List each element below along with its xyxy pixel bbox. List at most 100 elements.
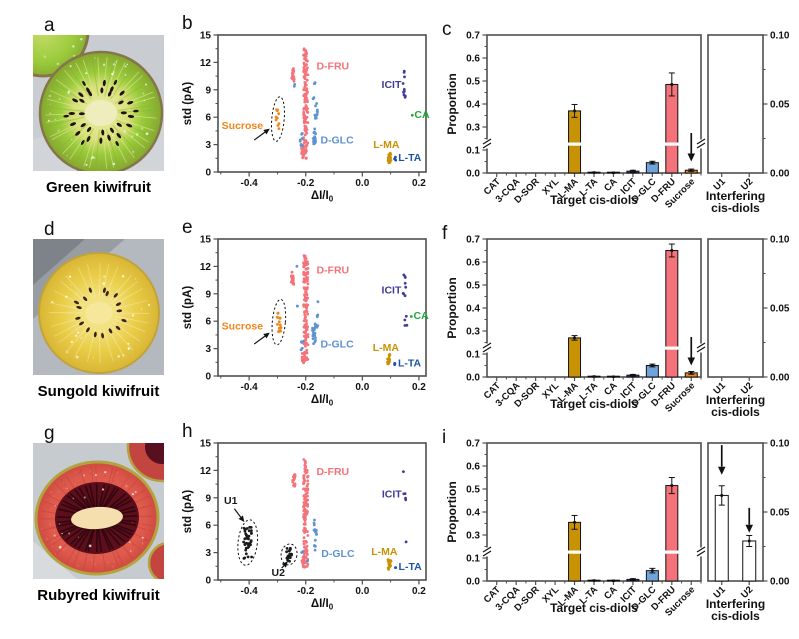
cluster-CA <box>409 315 413 318</box>
scatter-plot-area: -0.4 -0.2 0.0 0.2 0 3 6 9 12 15 ΔI/I0 std (pA) U1 U2 D… <box>182 439 427 612</box>
svg-text:0.2: 0.2 <box>412 586 426 597</box>
cluster-label: ICIT <box>382 285 402 297</box>
svg-text:9: 9 <box>205 289 211 300</box>
svg-text:Interfering: Interfering <box>706 393 765 407</box>
svg-text:12: 12 <box>200 58 212 69</box>
bar-D-FRU <box>665 485 679 582</box>
cluster-U2 <box>285 546 293 563</box>
figure-row-rubyred: g Rubyred kiwifruit h -0.4 -0.2 0.0 0.2 0 3 6 9… <box>0 421 799 627</box>
cluster-ICIT <box>402 470 408 544</box>
cluster-D-FRU <box>291 458 310 569</box>
svg-text:Interfering: Interfering <box>706 189 765 203</box>
figure-row-sungold: d Sungold kiwifruit e -0.4 -0.2 0.0 0.2 0 3 6 9… <box>0 217 799 423</box>
cluster-label: Sucrose <box>222 120 264 132</box>
cluster-ellipse <box>270 96 285 142</box>
panel-letter-h: h <box>182 421 193 442</box>
bar-chart-f: 0.00.10.30.40.50.60.7ProportionCAT3-CQAD… <box>445 235 790 420</box>
cluster-L-MA <box>386 558 393 571</box>
svg-text:0.1: 0.1 <box>466 554 480 565</box>
svg-text:0: 0 <box>205 576 211 587</box>
svg-text:Proportion: Proportion <box>445 277 459 338</box>
cluster-label: D-FRU <box>316 466 349 478</box>
bar-plot-area: 0.00.10.30.40.50.60.7ProportionCAT3-CQAD… <box>445 235 790 420</box>
panel-letter-b: b <box>182 13 193 34</box>
cluster-label: L-TA <box>398 358 422 370</box>
scatter-plot-b: -0.4 -0.2 0.0 0.2 0 3 6 9 12 15 ΔI/I0 std (pA) D-FRU… <box>182 31 430 204</box>
svg-text:-0.4: -0.4 <box>241 586 259 597</box>
cluster-label: L-MA <box>373 342 400 354</box>
cluster-label: L-MA <box>373 139 400 151</box>
bar-U1 <box>714 494 729 582</box>
panel-letter-c: c <box>442 19 452 40</box>
svg-text:0.0: 0.0 <box>355 178 369 189</box>
panel-letter-d: d <box>44 219 55 240</box>
cluster-ICIT <box>401 69 407 99</box>
svg-text:15: 15 <box>200 235 212 246</box>
svg-text:0.0: 0.0 <box>466 373 480 384</box>
svg-text:9: 9 <box>205 85 211 96</box>
svg-text:0.05: 0.05 <box>770 508 790 519</box>
cluster-label: U2 <box>272 567 286 579</box>
data-points <box>274 47 414 165</box>
svg-text:0.6: 0.6 <box>466 54 480 65</box>
svg-text:0.5: 0.5 <box>466 485 480 496</box>
svg-text:std (pA): std (pA) <box>182 82 194 126</box>
svg-text:12: 12 <box>200 262 212 273</box>
sungold-kiwifruit-photo <box>33 239 164 375</box>
svg-text:ΔI/I0: ΔI/I0 <box>311 598 334 612</box>
svg-text:0: 0 <box>205 372 211 383</box>
cluster-label: ICIT <box>382 79 402 91</box>
data-points <box>242 458 408 571</box>
cluster-label: U1 <box>224 495 238 507</box>
bar-chart-i: 0.00.10.30.40.50.60.7ProportionCAT3-CQAD… <box>445 439 790 624</box>
bar-chart-c: 0.00.10.30.40.50.60.7ProportionCAT3-CQAD… <box>445 31 790 216</box>
svg-text:0.5: 0.5 <box>466 77 480 88</box>
cluster-label: D-FRU <box>316 265 349 277</box>
cluster-L-MA <box>386 151 393 165</box>
cluster-Sucrose <box>274 108 281 130</box>
svg-text:std (pA): std (pA) <box>182 490 194 534</box>
cluster-label: CA <box>414 310 430 322</box>
cluster-D-GLC <box>295 264 320 352</box>
svg-text:0: 0 <box>205 168 211 179</box>
svg-text:Target cis-diols: Target cis-diols <box>550 193 638 207</box>
svg-text:3: 3 <box>205 548 211 559</box>
cluster-D-GLC <box>300 518 318 563</box>
svg-text:std (pA): std (pA) <box>182 286 194 330</box>
svg-text:0.3: 0.3 <box>466 531 480 542</box>
scatter-plot-area: -0.4 -0.2 0.0 0.2 0 3 6 9 12 15 ΔI/I0 std (pA) D-FRU… <box>182 31 430 204</box>
panel-letter-f: f <box>442 223 448 244</box>
photo-caption: Sungold kiwifruit <box>37 383 160 400</box>
svg-text:-0.2: -0.2 <box>297 382 315 393</box>
figure-row-green: a Green kiwifruit b -0.4 -0.2 0.0 0.2 0 3 6 9 12… <box>0 13 799 219</box>
svg-text:Target cis-diols: Target cis-diols <box>550 397 638 411</box>
svg-text:0.4: 0.4 <box>466 304 480 315</box>
green-kiwifruit-photo <box>33 35 164 171</box>
cluster-Sucrose <box>275 311 283 334</box>
cluster-L-TA <box>393 362 397 366</box>
svg-text:6: 6 <box>205 521 211 532</box>
cluster-L-TA <box>394 566 398 569</box>
svg-text:15: 15 <box>200 31 212 42</box>
category-label: CA <box>602 176 620 194</box>
category-label: CA <box>602 584 620 602</box>
svg-text:0.7: 0.7 <box>466 439 480 450</box>
panel-letter-a: a <box>44 15 55 36</box>
svg-text:ΔI/I0: ΔI/I0 <box>311 190 334 204</box>
svg-text:ΔI/I0: ΔI/I0 <box>311 394 334 408</box>
svg-text:0.6: 0.6 <box>466 462 480 473</box>
svg-text:0.10: 0.10 <box>770 31 790 42</box>
cluster-label: D-GLC <box>320 339 354 351</box>
cluster-label: D-FRU <box>316 61 349 73</box>
svg-text:0.0: 0.0 <box>466 577 480 588</box>
svg-text:0.2: 0.2 <box>412 178 426 189</box>
svg-text:cis-diols: cis-diols <box>711 609 760 623</box>
cluster-ellipse <box>280 543 298 566</box>
cluster-D-FRU <box>290 47 310 160</box>
svg-text:0.2: 0.2 <box>412 382 426 393</box>
svg-text:-0.2: -0.2 <box>297 178 315 189</box>
cluster-label: L-MA <box>371 546 398 558</box>
data-points <box>275 254 413 366</box>
bar-plot-area: 0.00.10.30.40.50.60.7ProportionCAT3-CQAD… <box>445 31 790 216</box>
